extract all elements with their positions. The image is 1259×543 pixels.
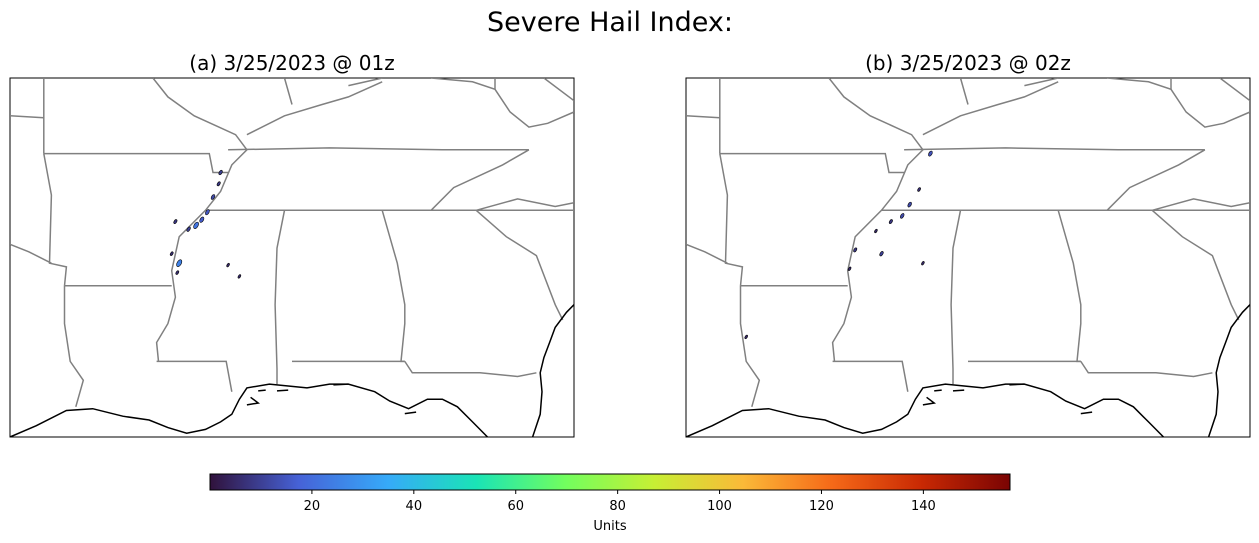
colorbar-label: Units [593,519,626,534]
state-border [274,210,286,385]
hail-cell [205,209,210,216]
state-border [1080,360,1213,378]
state-border [719,152,905,174]
hail-cell [917,187,921,192]
state-border [246,81,383,136]
state-border [904,147,1205,151]
hail-cell [888,219,893,224]
state-border [228,147,529,151]
hail-cell [169,251,174,256]
state-border [1024,78,1059,87]
map-content [10,78,574,437]
hail-cell [921,261,925,266]
coastline [952,389,965,392]
coastline [1009,383,1025,386]
state-border [348,78,383,87]
state-border [950,210,962,385]
hail-cell [210,194,216,200]
colorbar-gradient [209,473,1011,491]
hail-cell [193,221,199,229]
map-frame [685,77,1251,438]
hail-cell [237,274,242,279]
state-border [686,243,728,264]
hail-cell [907,201,912,208]
hail-cell [218,169,223,176]
state-border [43,153,68,286]
colorbar-tick-label: 140 [911,499,936,514]
coastline [10,383,489,437]
hail-cell [226,262,230,268]
hail-cell [928,150,933,157]
state-border [63,285,85,408]
state-border [828,78,924,362]
hail-cell [186,226,191,232]
coastline [1207,304,1250,437]
colorbar-tick-label: 120 [809,499,834,514]
state-border [543,78,574,102]
colorbar-tick-label: 100 [707,499,732,514]
state-border [1151,209,1240,321]
coastline [922,396,937,406]
hail-cell [744,334,748,340]
coastline [934,389,942,392]
state-border [156,360,233,392]
colorbar-tick-label: 40 [406,499,423,514]
state-border [10,243,52,264]
hail-cell [176,259,183,267]
panel-title: (b) 3/25/2023 @ 02z [865,51,1071,75]
state-border [10,115,44,119]
figure-title: Severe Hail Index: [487,7,733,38]
colorbar-ticks: 20 40 60 80 100 120 140 [304,490,936,514]
state-border [739,285,761,408]
state-border [686,115,720,119]
state-border [959,78,969,105]
colorbar-tick-label: 80 [609,499,626,514]
map-panel-a: (a) 3/25/2023 @ 01z [9,51,575,438]
colorbar: 20 40 60 80 100 120 140 Units [209,473,1011,534]
map-panel-b: (b) 3/25/2023 @ 02z [685,51,1251,438]
hail-cell [879,251,884,257]
coastline [276,389,289,392]
colorbar-tick-label: 20 [304,499,321,514]
state-border [719,153,744,286]
coastline [258,389,266,392]
coastline [1080,411,1093,415]
coastline [531,304,574,437]
state-border [404,360,537,378]
state-border [1152,198,1250,212]
hail-cell [175,270,180,275]
state-border [476,198,574,212]
state-border [475,209,564,321]
state-border [152,78,248,362]
state-border [1107,78,1250,128]
hail-cell [847,266,852,271]
state-border [922,81,1059,136]
hail-cell [216,181,221,187]
coastline [333,383,349,386]
coastline [246,396,261,406]
hail-cells [169,169,242,279]
coastline [686,383,1165,437]
hail-cell [874,228,878,234]
colorbar-tick-label: 60 [507,499,524,514]
coastline [404,411,417,415]
state-border [283,78,293,105]
state-border [1106,149,1206,211]
map-content [686,78,1250,437]
hail-cell [199,216,205,223]
hail-cell [173,219,178,224]
state-border [832,360,909,392]
panel-title: (a) 3/25/2023 @ 01z [189,51,394,75]
state-border [430,149,530,211]
state-border [431,78,574,128]
hail-cells [744,150,933,340]
map-frame [9,77,575,438]
state-border [1219,78,1250,102]
hail-cell [900,213,905,219]
hail-cell [853,247,858,253]
